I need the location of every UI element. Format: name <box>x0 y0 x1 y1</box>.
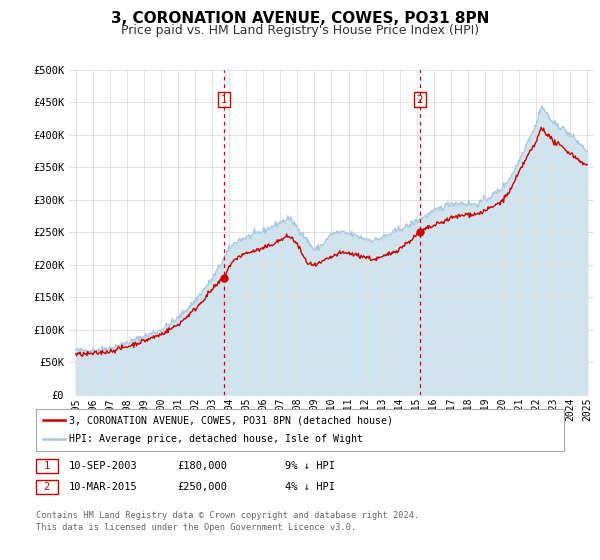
Text: Price paid vs. HM Land Registry's House Price Index (HPI): Price paid vs. HM Land Registry's House … <box>121 24 479 36</box>
Text: 10-SEP-2003: 10-SEP-2003 <box>69 461 138 471</box>
Text: HPI: Average price, detached house, Isle of Wight: HPI: Average price, detached house, Isle… <box>69 435 363 445</box>
Text: 1: 1 <box>44 461 50 471</box>
Text: 1: 1 <box>221 95 227 105</box>
Text: 9% ↓ HPI: 9% ↓ HPI <box>285 461 335 471</box>
Text: 4% ↓ HPI: 4% ↓ HPI <box>285 482 335 492</box>
Text: £250,000: £250,000 <box>177 482 227 492</box>
Text: £180,000: £180,000 <box>177 461 227 471</box>
Text: 2: 2 <box>416 95 423 105</box>
Text: 3, CORONATION AVENUE, COWES, PO31 8PN (detached house): 3, CORONATION AVENUE, COWES, PO31 8PN (d… <box>69 415 393 425</box>
Text: Contains HM Land Registry data © Crown copyright and database right 2024.
This d: Contains HM Land Registry data © Crown c… <box>36 511 419 531</box>
Text: 3, CORONATION AVENUE, COWES, PO31 8PN: 3, CORONATION AVENUE, COWES, PO31 8PN <box>111 11 489 26</box>
Text: 2: 2 <box>44 482 50 492</box>
Text: 10-MAR-2015: 10-MAR-2015 <box>69 482 138 492</box>
